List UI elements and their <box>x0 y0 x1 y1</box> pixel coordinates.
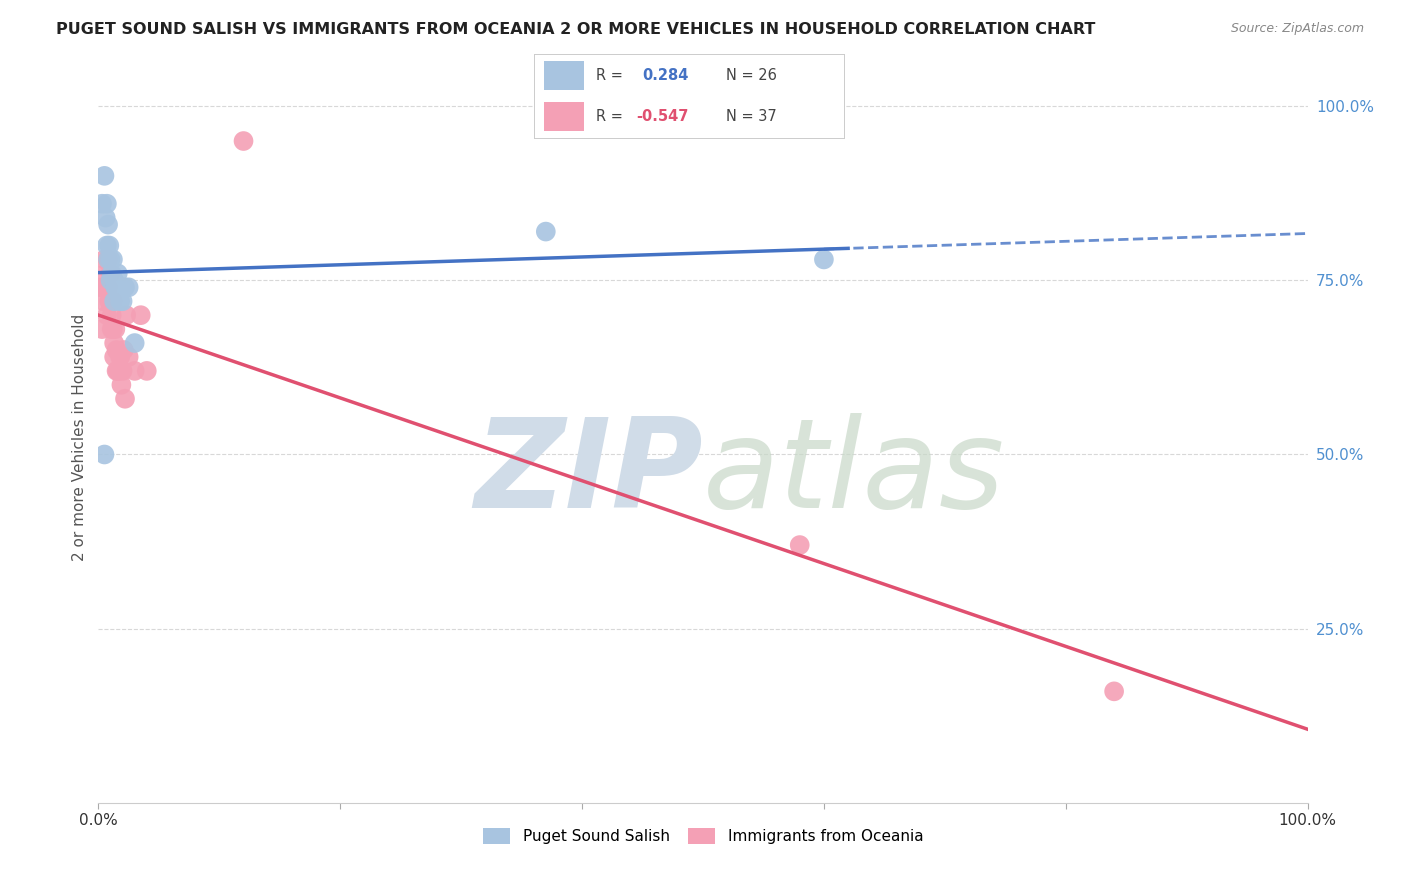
Point <box>107 266 129 280</box>
Point <box>813 252 835 267</box>
Point <box>114 392 136 406</box>
Point <box>118 280 141 294</box>
Point <box>93 252 115 267</box>
Text: atlas: atlas <box>703 413 1005 534</box>
Text: 0.284: 0.284 <box>643 68 689 83</box>
Bar <box>544 102 583 130</box>
Point <box>111 364 134 378</box>
Point <box>103 294 125 309</box>
Point <box>91 322 114 336</box>
Text: R =: R = <box>596 109 623 124</box>
Point <box>129 308 152 322</box>
Point <box>91 196 114 211</box>
Point <box>232 134 254 148</box>
Point <box>789 538 811 552</box>
Y-axis label: 2 or more Vehicles in Household: 2 or more Vehicles in Household <box>72 313 87 561</box>
Point <box>101 322 124 336</box>
Point <box>112 343 135 357</box>
Point <box>124 336 146 351</box>
Point <box>98 238 121 252</box>
Point <box>534 225 557 239</box>
Point <box>108 364 131 378</box>
Point <box>103 350 125 364</box>
Point <box>91 294 114 309</box>
Point <box>105 364 128 378</box>
Text: N = 37: N = 37 <box>725 109 776 124</box>
Point <box>98 294 121 309</box>
Point <box>100 266 122 280</box>
Point <box>97 280 120 294</box>
Point <box>110 377 132 392</box>
Point <box>107 364 129 378</box>
Bar <box>544 62 583 90</box>
Point <box>103 336 125 351</box>
Point <box>103 273 125 287</box>
Point <box>90 280 112 294</box>
Point <box>114 280 136 294</box>
Point <box>97 218 120 232</box>
Point <box>101 252 124 267</box>
Point <box>135 364 157 378</box>
Point <box>104 280 127 294</box>
Text: ZIP: ZIP <box>474 413 703 534</box>
Text: Source: ZipAtlas.com: Source: ZipAtlas.com <box>1230 22 1364 36</box>
Point <box>97 252 120 267</box>
Point <box>108 287 131 301</box>
Point <box>108 294 131 309</box>
Text: PUGET SOUND SALISH VS IMMIGRANTS FROM OCEANIA 2 OR MORE VEHICLES IN HOUSEHOLD CO: PUGET SOUND SALISH VS IMMIGRANTS FROM OC… <box>56 22 1095 37</box>
Point <box>96 196 118 211</box>
Text: R =: R = <box>596 68 623 83</box>
Point <box>105 280 128 294</box>
Point <box>97 252 120 267</box>
Point <box>100 322 122 336</box>
Text: -0.547: -0.547 <box>637 109 689 124</box>
Legend: Puget Sound Salish, Immigrants from Oceania: Puget Sound Salish, Immigrants from Ocea… <box>477 822 929 850</box>
Point <box>100 273 122 287</box>
Point <box>101 294 124 309</box>
Point <box>111 294 134 309</box>
Point <box>105 343 128 357</box>
Point <box>93 169 115 183</box>
Point <box>100 266 122 280</box>
Point <box>104 322 127 336</box>
Point <box>93 448 115 462</box>
Point <box>96 238 118 252</box>
Point <box>94 266 117 280</box>
Point <box>96 280 118 294</box>
Point <box>94 211 117 225</box>
Point <box>100 308 122 322</box>
Point <box>108 350 131 364</box>
Text: N = 26: N = 26 <box>725 68 778 83</box>
Point <box>96 308 118 322</box>
Point <box>118 350 141 364</box>
Point <box>100 294 122 309</box>
Point <box>1102 684 1125 698</box>
Point <box>100 252 122 267</box>
Point <box>115 308 138 322</box>
Point <box>93 280 115 294</box>
Point <box>124 364 146 378</box>
